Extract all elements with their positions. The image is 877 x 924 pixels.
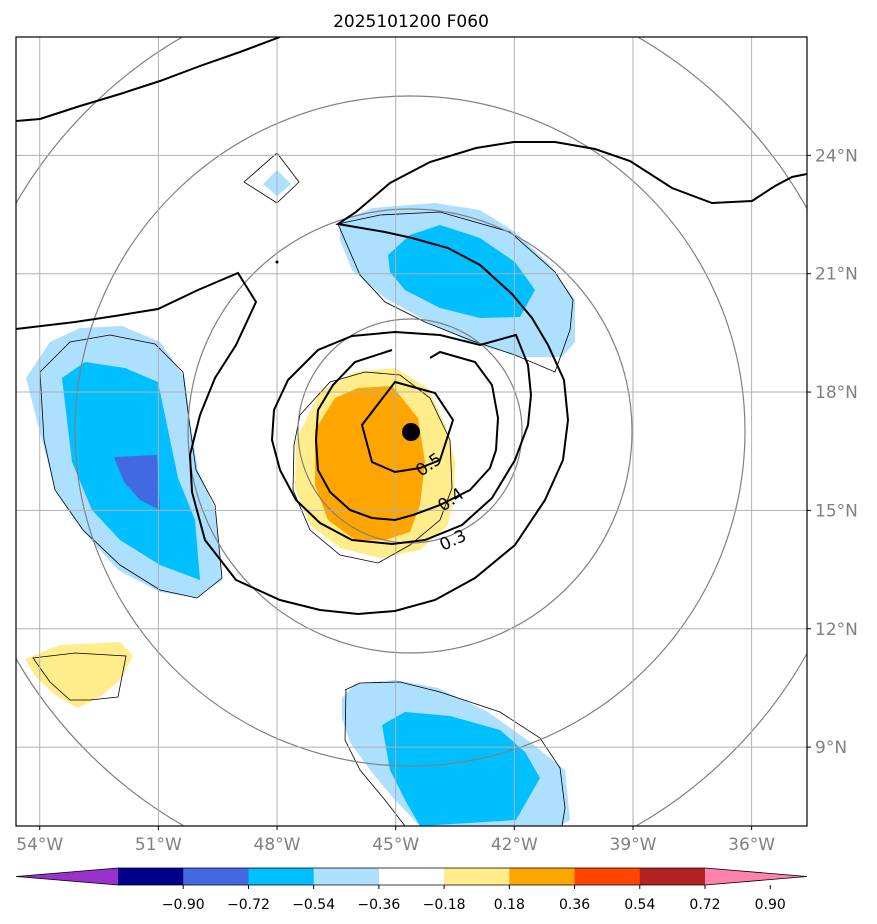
colorbar-segment: [183, 868, 249, 885]
thin-contour-bottom-left: [32, 652, 127, 701]
thick-contour-0.4: [270, 330, 533, 546]
colorbar: −0.90 −0.72 −0.54 −0.36 −0.18 0.18 0.36 0.54 0.7…: [15, 867, 808, 913]
range-ring-3: [74, 95, 746, 767]
colorbar-segment: [574, 868, 641, 885]
lon-tick-label: 45°W: [372, 835, 419, 855]
colorbar-tick-label: −0.36: [357, 897, 400, 913]
thin-contour-bottom: [344, 681, 566, 826]
colorbar-tick-label: −0.90: [162, 897, 205, 913]
lon-tick-label: 51°W: [135, 835, 182, 855]
shading-royal-blue: [114, 455, 160, 510]
shading-orange: [315, 386, 425, 540]
lon-tick-label: 39°W: [610, 835, 657, 855]
colorbar-segment: [444, 868, 510, 885]
colorbar-tick-label: 0.54: [624, 897, 655, 913]
lon-tick-label: 48°W: [254, 835, 301, 855]
lat-tick-label: 12°N: [815, 620, 858, 640]
grid-lines: [16, 37, 807, 826]
shading-blue-bottom: [382, 712, 540, 826]
colorbar-extend-high: [705, 868, 807, 885]
lon-tick-label: 42°W: [491, 835, 538, 855]
latitude-tick-labels: 24°N 21°N 18°N 15°N 12°N 9°N: [807, 146, 858, 758]
thin-contour-diamond: [243, 152, 300, 204]
lat-tick-label: 18°N: [815, 383, 858, 403]
shading-blue: [388, 225, 535, 318]
colorbar-tick-label: 0.18: [494, 897, 525, 913]
range-ring-1: [297, 318, 523, 544]
thick-contours: [16, 37, 807, 616]
colorbar-extend-low: [16, 868, 118, 885]
colorbar-segment: [639, 868, 706, 885]
thick-contour-0.5: [360, 380, 455, 474]
shading-layer: [25, 170, 575, 826]
map-title: 2025101200 F060: [333, 12, 489, 32]
colorbar-tick-label: −0.18: [423, 897, 466, 913]
colorbar-tick-label: −0.54: [292, 897, 335, 913]
colorbar-tick-label: 0.90: [755, 897, 786, 913]
lon-tick-label: 36°W: [728, 835, 775, 855]
thick-contour-top-left: [16, 37, 281, 122]
colorbar-segment: [248, 868, 315, 885]
colorbar-segment: [378, 868, 445, 885]
lat-tick-label: 24°N: [815, 146, 858, 166]
lat-tick-label: 21°N: [815, 265, 858, 285]
shading-light-yellow-bottom-left: [25, 642, 133, 708]
range-ring-2: [187, 208, 633, 654]
colorbar-segment: [118, 868, 184, 885]
thin-contour-bottom-left-edge: [344, 689, 406, 826]
colorbar-segment: [313, 868, 380, 885]
colorbar-outline: [15, 867, 808, 886]
storm-center-marker: [402, 423, 420, 441]
thin-contour-top: [337, 211, 574, 373]
lon-tick-label: 54°W: [16, 835, 63, 855]
lat-tick-label: 9°N: [815, 738, 847, 758]
range-rings: [16, 37, 807, 826]
plot-area: 0.5 0.4 0.3: [16, 37, 807, 826]
small-dot: [275, 260, 279, 264]
longitude-tick-labels: 54°W 51°W 48°W 45°W 42°W 39°W 36°W: [16, 826, 775, 855]
thick-contour-0.4-inner: [314, 349, 500, 522]
plot-border: [15, 36, 808, 827]
colorbar-tick-label: 0.72: [689, 897, 720, 913]
colorbar-segment: [509, 868, 576, 885]
thick-contour-outer: [16, 141, 807, 616]
lat-tick-label: 15°N: [815, 501, 858, 521]
colorbar-tick-label: 0.36: [559, 897, 590, 913]
colorbar-tick-label: −0.72: [227, 897, 270, 913]
